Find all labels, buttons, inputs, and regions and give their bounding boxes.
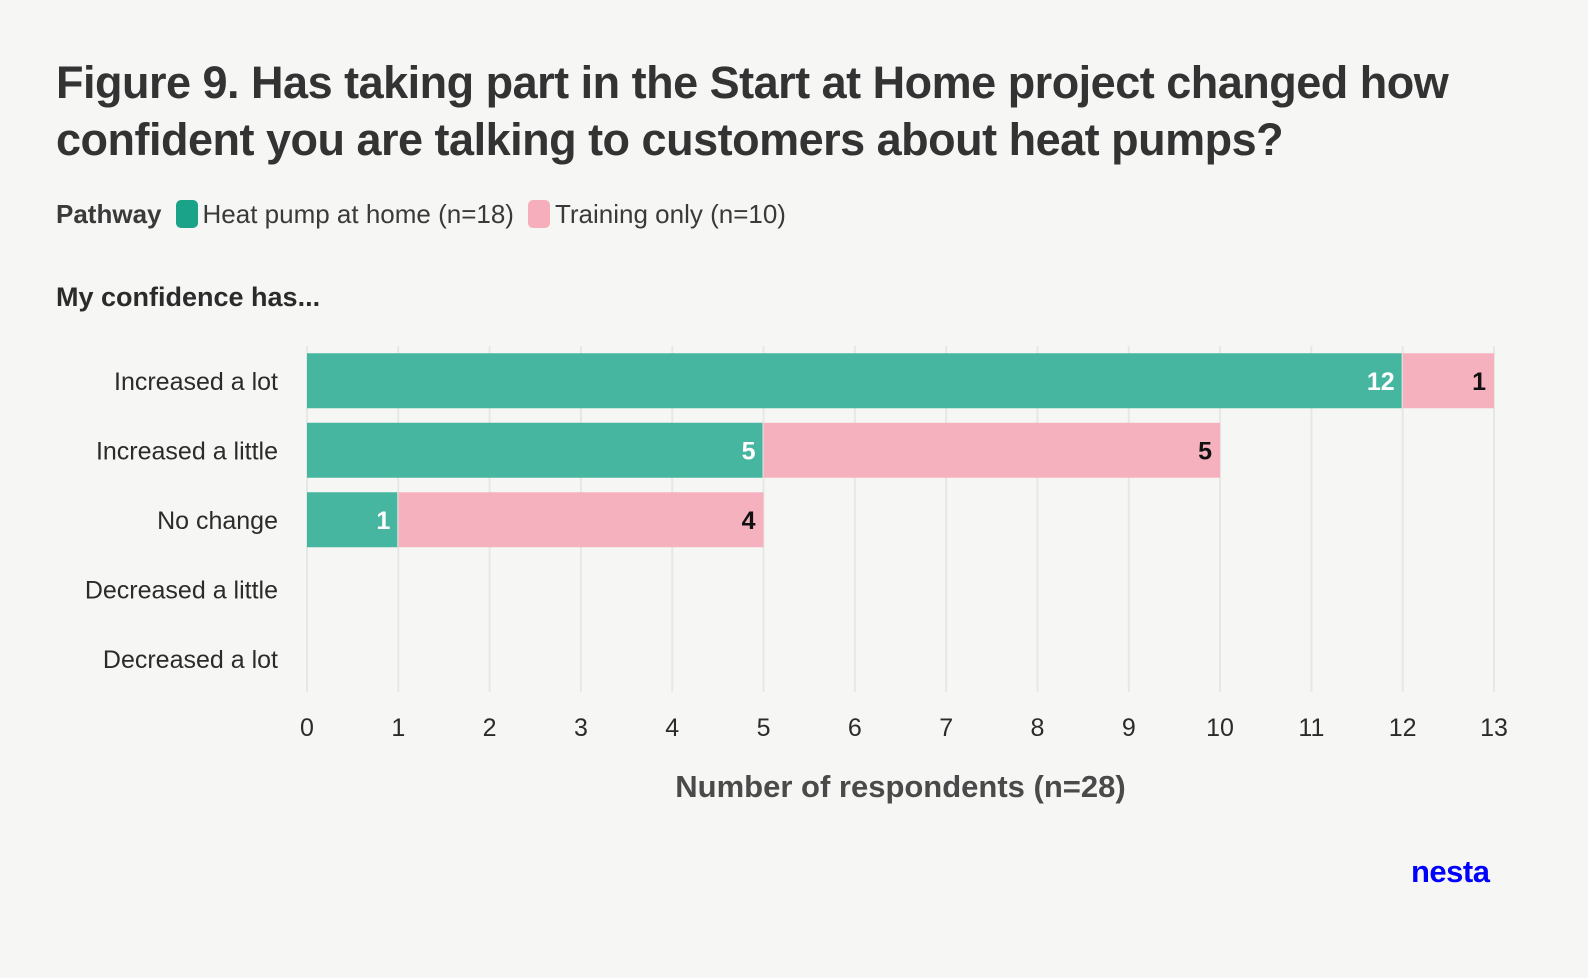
legend-item-training: Training only (n=10) [527, 198, 786, 230]
chart-title: Figure 9. Has taking part in the Start a… [56, 57, 1449, 165]
legend-label-training: Training only (n=10) [554, 198, 786, 229]
x-tick-label: 10 [1206, 714, 1234, 742]
bar-training [1402, 353, 1494, 409]
legend: Pathway Heat pump at home (n=18) Trainin… [56, 196, 800, 232]
legend-swatch-heat-pump [175, 200, 198, 228]
legend-item-heat-pump: Heat pump at home (n=18) [175, 198, 514, 230]
legend-heading: Pathway [56, 198, 162, 229]
x-tick-label: 3 [574, 714, 588, 742]
x-tick-label: 8 [1031, 714, 1045, 742]
x-tick-label: 12 [1389, 714, 1417, 742]
chart-subtitle: My confidence has... [56, 282, 321, 312]
x-tick-label: 9 [1122, 714, 1136, 742]
x-tick-label: 4 [665, 714, 679, 742]
nesta-logo: nesta [1411, 854, 1490, 889]
x-tick-label: 0 [300, 714, 314, 742]
category-label: Decreased a lot [103, 646, 278, 674]
data-label: 4 [742, 507, 756, 535]
data-label: 1 [1472, 368, 1486, 396]
x-tick-label: 6 [848, 714, 862, 742]
bar-training [398, 492, 764, 548]
legend-swatch-training [527, 200, 550, 228]
category-label: No change [157, 507, 278, 535]
category-label: Increased a little [96, 437, 278, 465]
bar-heat-pump [307, 353, 1402, 409]
data-label: 12 [1367, 368, 1395, 396]
data-label: 5 [742, 437, 756, 465]
bar-heat-pump [307, 422, 763, 478]
category-label: Increased a lot [114, 368, 278, 396]
x-tick-label: 5 [757, 714, 771, 742]
data-label: 5 [1198, 437, 1212, 465]
data-label: 1 [376, 507, 390, 535]
bar-training [763, 422, 1221, 478]
x-tick-label: 7 [939, 714, 953, 742]
legend-label-heat-pump: Heat pump at home (n=18) [202, 198, 514, 229]
category-label: Decreased a little [85, 576, 278, 604]
x-tick-label: 2 [483, 714, 497, 742]
x-axis-title: Number of respondents (n=28) [675, 769, 1125, 804]
x-tick-label: 11 [1298, 714, 1324, 742]
x-tick-label: 1 [391, 714, 405, 742]
bar-heat-pump [307, 492, 398, 548]
x-tick-label: 13 [1480, 714, 1508, 742]
